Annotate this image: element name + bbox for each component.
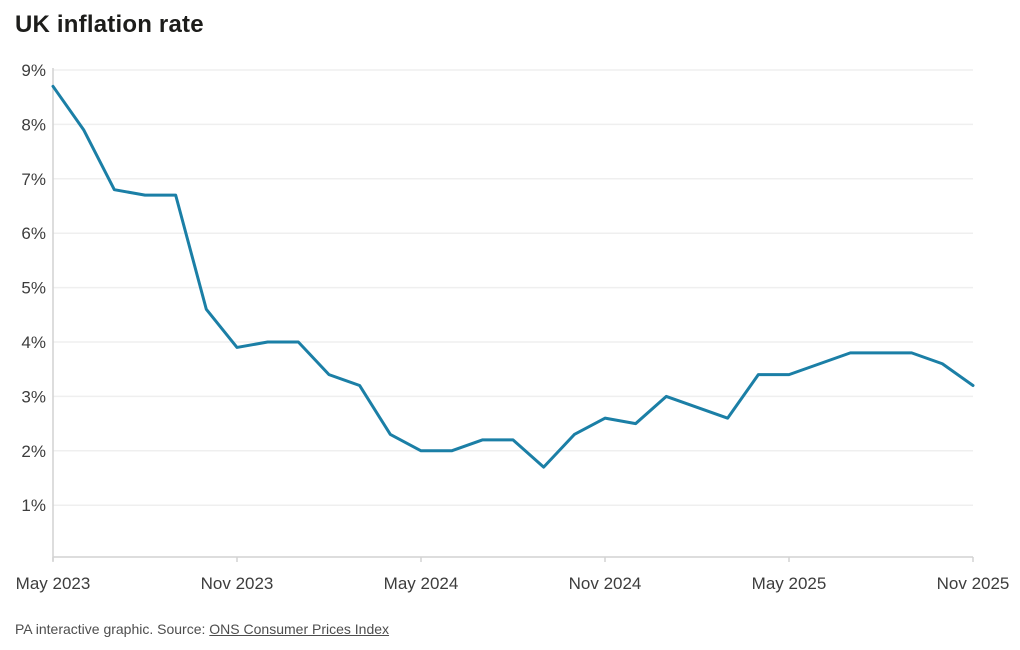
y-axis-tick-label: 6%: [21, 224, 46, 243]
y-axis-tick-label: 9%: [21, 61, 46, 80]
y-axis-tick-label: 1%: [21, 496, 46, 515]
chart-footer: PA interactive graphic. Source: ONS Cons…: [15, 621, 389, 637]
y-axis-tick-label: 8%: [21, 115, 46, 134]
source-link[interactable]: ONS Consumer Prices Index: [209, 621, 390, 637]
y-axis-tick-label: 3%: [21, 387, 46, 406]
inflation-data-line: [51, 84, 975, 469]
x-axis-tick-label: Nov 2024: [569, 574, 642, 593]
footer-credit-text: PA interactive graphic. Source:: [15, 621, 210, 637]
x-axis-tick-label: Nov 2023: [201, 574, 274, 593]
x-axis-tick-label: Nov 2025: [937, 574, 1010, 593]
y-axis-tick-label: 4%: [21, 333, 46, 352]
inflation-line-chart: 9% 8% 7% 6% 5% 4% 3% 2% 1% May 2023 Nov 2023 May 20…: [16, 61, 1010, 593]
chart-title: UK inflation rate: [15, 11, 204, 38]
y-axis-tick-label: 2%: [21, 442, 46, 461]
y-axis-tick-label: 7%: [21, 170, 46, 189]
y-axis-tick-label: 5%: [21, 279, 46, 298]
x-axis-tick-label: May 2025: [752, 574, 827, 593]
x-axis-tick-label: May 2023: [16, 574, 91, 593]
x-axis-tick-label: May 2024: [384, 574, 459, 593]
